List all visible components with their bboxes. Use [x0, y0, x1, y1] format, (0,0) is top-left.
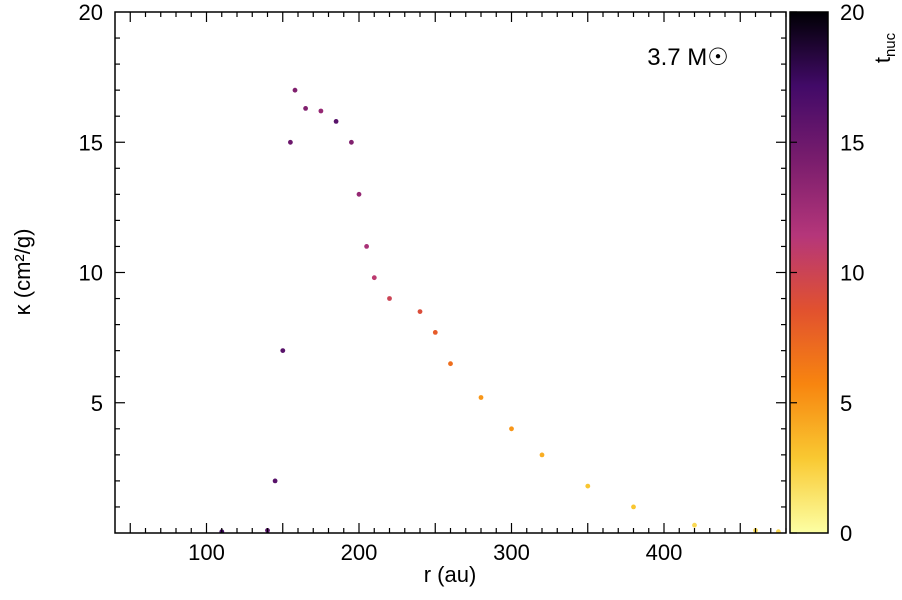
y-tick-label: 20	[79, 0, 103, 25]
data-point	[333, 119, 339, 124]
data-point	[417, 309, 423, 314]
data-point	[318, 108, 324, 114]
y-axis-label: κ (cm²/g)	[10, 229, 35, 316]
x-tick-label: 400	[646, 540, 683, 565]
data-point	[509, 426, 514, 432]
y-tick-label: 10	[79, 261, 103, 286]
colorbar-tick-label: 0	[840, 521, 852, 546]
colorbar: 0 5 10 15 20 tnuc	[789, 0, 899, 546]
data-point	[364, 244, 369, 249]
data-points	[219, 87, 781, 533]
axis-ticks	[115, 12, 787, 533]
colorbar-tick-label: 5	[840, 391, 852, 416]
data-point	[303, 106, 308, 111]
data-point	[292, 87, 298, 93]
x-tick-label: 100	[188, 540, 225, 565]
colorbar-tick-label: 20	[840, 0, 864, 25]
plot-frame	[114, 11, 787, 534]
data-point	[631, 504, 636, 510]
colorbar-tick-label: 10	[840, 261, 864, 286]
data-point	[280, 348, 286, 353]
data-point	[478, 395, 484, 400]
x-tick-label: 200	[341, 540, 378, 565]
x-axis-label: r (au)	[424, 562, 477, 587]
data-point	[288, 139, 293, 145]
colorbar-label-sub: nuc	[882, 32, 899, 57]
colorbar-tick-labels: 0 5 10 15 20	[840, 0, 864, 546]
y-tick-label: 5	[91, 391, 103, 416]
data-point	[356, 191, 362, 197]
mass-annotation: 3.7 M☉	[647, 44, 729, 71]
data-point	[371, 275, 377, 281]
data-point	[272, 478, 278, 484]
data-point	[776, 529, 781, 533]
x-tick-label: 300	[493, 540, 530, 565]
data-point	[539, 452, 545, 458]
data-point	[692, 522, 697, 528]
data-point	[387, 296, 392, 301]
data-point	[585, 483, 591, 489]
y-tick-labels: 5 10 15 20	[79, 0, 103, 416]
colorbar-ticks	[790, 11, 797, 534]
y-tick-label: 15	[79, 130, 103, 155]
colorbar-label: tnuc	[870, 32, 899, 63]
data-point	[432, 330, 438, 335]
data-point	[448, 361, 453, 367]
colorbar-tick-label: 15	[840, 130, 864, 155]
data-point	[349, 139, 354, 145]
x-tick-labels: 100 200 300 400	[188, 540, 682, 565]
colorbar-label-main: t	[870, 57, 895, 63]
